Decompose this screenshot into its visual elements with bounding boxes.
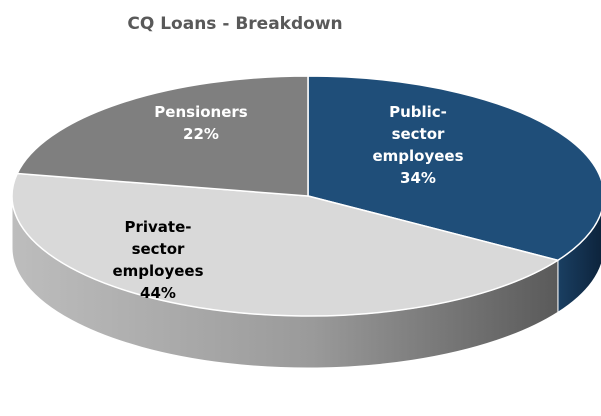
pie-labels: Public-sector employees 34% Private-sector e… xyxy=(112,103,463,302)
slice-name-line: employees xyxy=(372,147,463,165)
pie-slice-private-sector-employees xyxy=(11,172,560,317)
pie-tops xyxy=(11,75,601,317)
slice-percent-label: 22% xyxy=(183,125,219,143)
slice-percent-label: 44% xyxy=(140,284,176,302)
slice-label-pensioners: Pensioners 22% xyxy=(154,103,247,143)
slice-name-line: Pensioners xyxy=(154,103,247,121)
slice-label-private-sector-employees: Private-sector employees 44% xyxy=(112,218,203,302)
slice-name-line: Private- xyxy=(124,218,191,236)
slice-name-line: employees xyxy=(112,262,203,280)
slice-label-public-sector-employees: Public-sector employees 34% xyxy=(372,103,463,187)
slice-name-line: sector xyxy=(132,240,185,258)
slice-name-line: sector xyxy=(392,125,445,143)
pie-slice-pensioners xyxy=(16,75,309,197)
chart-title: CQ Loans - Breakdown xyxy=(127,14,343,34)
slice-percent-label: 34% xyxy=(400,169,436,187)
slice-name-line: Public- xyxy=(389,103,447,121)
